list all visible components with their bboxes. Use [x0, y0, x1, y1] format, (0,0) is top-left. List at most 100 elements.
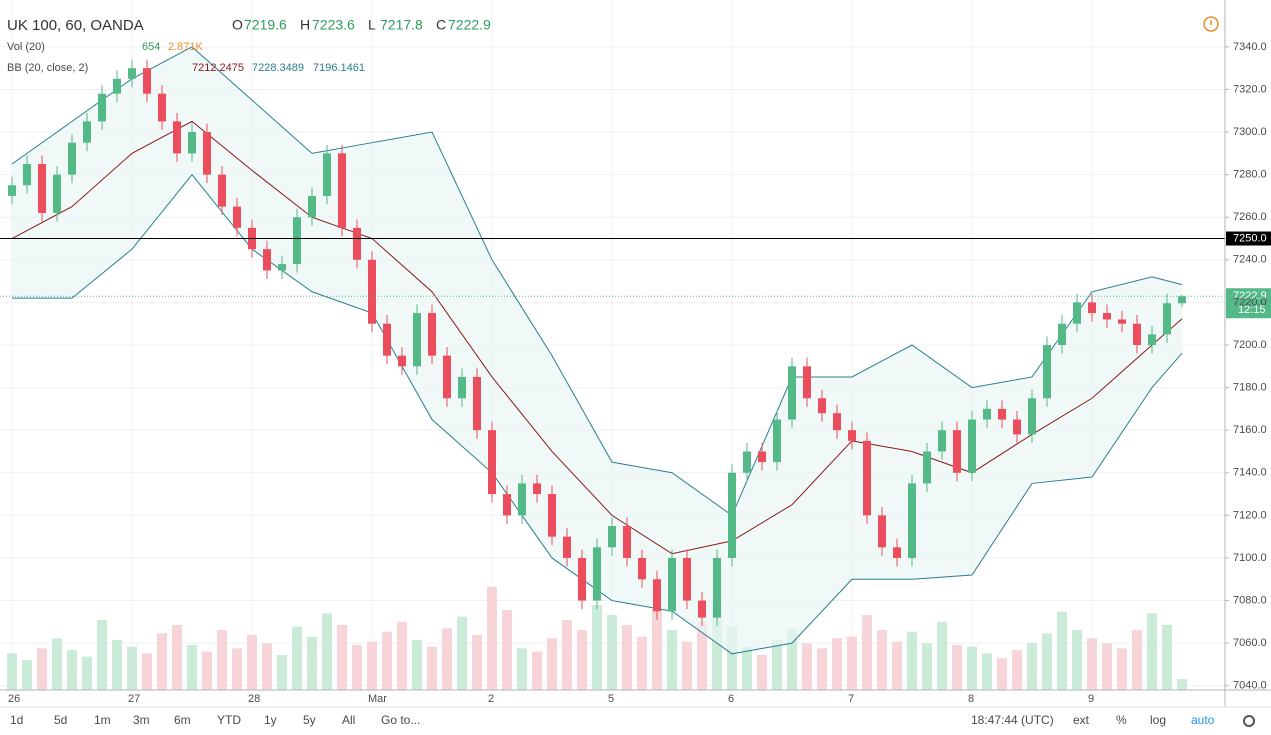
- bb-lower: [12, 173, 1183, 655]
- range-button[interactable]: 1d: [10, 713, 23, 727]
- candle-body: [593, 547, 601, 601]
- option-button[interactable]: %: [1116, 713, 1127, 727]
- candle-body: [983, 408, 991, 420]
- candle-body: [743, 451, 751, 473]
- clock: 18:47:44 (UTC): [971, 713, 1054, 727]
- volume-bar: [397, 621, 407, 690]
- volume-bar: [652, 610, 662, 690]
- bb-upper: [11, 46, 1183, 517]
- ohlc-key: O: [232, 17, 243, 33]
- candle-body: [878, 515, 886, 548]
- volume-bar: [277, 655, 287, 690]
- range-button[interactable]: 5y: [303, 713, 316, 727]
- candle-body: [848, 430, 856, 441]
- candle-body: [563, 536, 571, 558]
- volume-bar: [802, 643, 812, 690]
- volume-bar: [172, 625, 182, 690]
- volume-value: 654: [142, 41, 160, 53]
- volume-bar: [202, 651, 212, 690]
- volume-bar: [382, 631, 392, 690]
- volume-bar: [232, 648, 242, 690]
- range-button[interactable]: 6m: [174, 713, 191, 727]
- candle-body: [968, 419, 976, 473]
- volume-bar: [262, 643, 272, 690]
- candle-body: [233, 206, 241, 228]
- candle-body: [188, 132, 196, 154]
- volume-bar: [622, 625, 632, 690]
- candle-body: [608, 526, 616, 548]
- y-tick-label: 7120.0: [1233, 509, 1267, 521]
- candle-body: [98, 93, 106, 122]
- candle-body: [1073, 302, 1081, 324]
- option-button[interactable]: log: [1150, 713, 1166, 727]
- y-tick-label: 7060.0: [1233, 637, 1267, 649]
- candle-body: [413, 313, 421, 367]
- candle-body: [53, 174, 61, 213]
- range-button[interactable]: 5d: [54, 713, 67, 727]
- volume-bar: [682, 641, 692, 690]
- volume-bar: [697, 621, 707, 690]
- candle-body: [203, 132, 211, 175]
- candle-body: [1043, 345, 1051, 399]
- x-tick-label: 6: [728, 693, 734, 705]
- goto-button[interactable]: Go to...: [381, 713, 420, 727]
- volume-bar: [907, 631, 917, 690]
- overlay: 7250.0 7222.9 12:15: [0, 231, 1271, 319]
- volume-ma-value: 2.871K: [168, 41, 204, 53]
- range-button[interactable]: 1y: [264, 713, 277, 727]
- candle-body: [1058, 323, 1066, 345]
- volume-bar: [442, 628, 452, 690]
- volume-bar: [532, 651, 542, 690]
- option-button[interactable]: auto: [1191, 713, 1215, 727]
- x-tick-label: 8: [968, 693, 974, 705]
- candle-body: [1013, 419, 1021, 435]
- candle-body: [1088, 302, 1096, 314]
- volume-bar: [952, 645, 962, 690]
- volume-bar: [247, 635, 257, 690]
- volume-bar: [787, 628, 797, 690]
- alert-icon[interactable]: [1203, 16, 1219, 32]
- last-price-tag: [1226, 288, 1271, 319]
- candle-body: [158, 93, 166, 122]
- candle-body: [518, 483, 526, 516]
- candle-body: [383, 323, 391, 356]
- ohlc-value: 7222.9: [448, 17, 491, 33]
- range-button[interactable]: All: [342, 713, 355, 727]
- volume-bar: [502, 610, 512, 690]
- x-tick-label: 28: [248, 693, 260, 705]
- range-button[interactable]: YTD: [217, 713, 241, 727]
- volume-bar: [832, 638, 842, 690]
- candle-body: [758, 451, 766, 463]
- candle-body: [503, 494, 511, 516]
- volume-bar: [1147, 613, 1157, 690]
- countdown: 12:15: [1238, 304, 1266, 316]
- range-button[interactable]: 1m: [94, 713, 111, 727]
- volume-bar: [337, 625, 347, 690]
- option-button[interactable]: ext: [1073, 713, 1090, 727]
- volume-bar: [157, 633, 167, 690]
- candle-body: [833, 413, 841, 431]
- range-button[interactable]: 3m: [133, 713, 150, 727]
- bb-lower-value: 7196.1461: [313, 62, 365, 74]
- candle-body: [173, 121, 181, 154]
- volume-bar: [562, 620, 572, 690]
- candle-body: [353, 227, 361, 260]
- candle-body: [1118, 319, 1126, 324]
- volume-bar: [997, 658, 1007, 690]
- volume-bar: [517, 648, 527, 690]
- volume-bar: [1057, 611, 1067, 690]
- settings-icon[interactable]: [1243, 715, 1255, 727]
- volume-bar: [52, 638, 62, 690]
- y-tick-label: 7140.0: [1233, 467, 1267, 479]
- volume-bar: [127, 646, 137, 690]
- volume-bar: [472, 635, 482, 690]
- candle-body: [8, 185, 16, 196]
- volume-bar: [967, 646, 977, 690]
- volume-bar: [1042, 633, 1052, 690]
- volume-bar: [847, 636, 857, 690]
- volume-bar: [547, 638, 557, 690]
- candle-body: [128, 68, 136, 79]
- candle-body: [938, 430, 946, 452]
- candle-body: [443, 355, 451, 399]
- volume-bar: [667, 630, 677, 690]
